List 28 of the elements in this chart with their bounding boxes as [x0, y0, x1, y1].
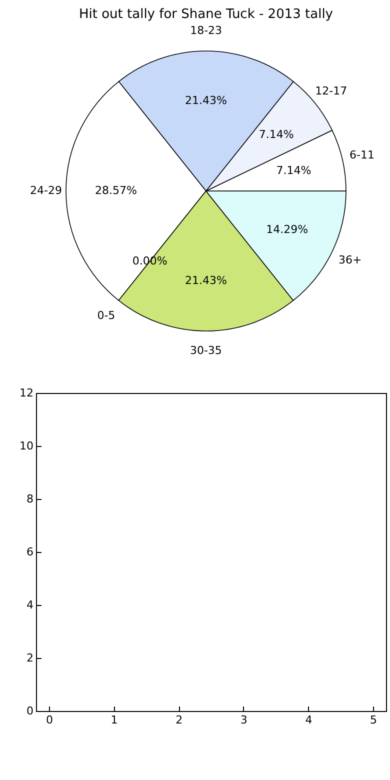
- data-label: 28.57%: [95, 184, 137, 197]
- chart-title: Hit out tally for Shane Tuck - 2013 tally: [78, 7, 334, 22]
- slice-label: 36+: [338, 253, 362, 266]
- y-tick-label: 2: [26, 652, 34, 664]
- y-tick-label: 6: [26, 546, 34, 558]
- slice-label: 12-17: [315, 84, 348, 98]
- data-label: 21.43%: [184, 274, 227, 287]
- slice-label: 6-11: [350, 148, 374, 162]
- x-tick-label: 0: [46, 714, 53, 726]
- y-tick-label: 8: [26, 492, 34, 506]
- category-label: 0-5: [97, 309, 116, 322]
- y-tick-label: 10: [20, 440, 34, 452]
- x-tick-label: 2: [176, 714, 183, 726]
- slice-label: 30-35: [190, 344, 222, 357]
- x-tick-label: 4: [305, 714, 312, 726]
- data-label: 21.43%: [185, 94, 228, 107]
- data-label: 7.14%: [258, 128, 294, 141]
- y-tick-label: 12: [20, 386, 34, 400]
- data-label: 7.14%: [276, 164, 312, 177]
- data-label: 14.29%: [266, 223, 308, 236]
- y-tick-label: 4: [26, 598, 34, 612]
- x-tick-label: 3: [240, 714, 248, 726]
- slice-label: 24-29: [30, 184, 62, 197]
- y-tick-label: 0: [26, 704, 34, 718]
- x-tick-label: 5: [370, 714, 378, 726]
- text: 0.00%: [132, 254, 168, 268]
- slice-label: 18-23: [190, 24, 222, 37]
- x-tick-label: 1: [110, 714, 118, 726]
